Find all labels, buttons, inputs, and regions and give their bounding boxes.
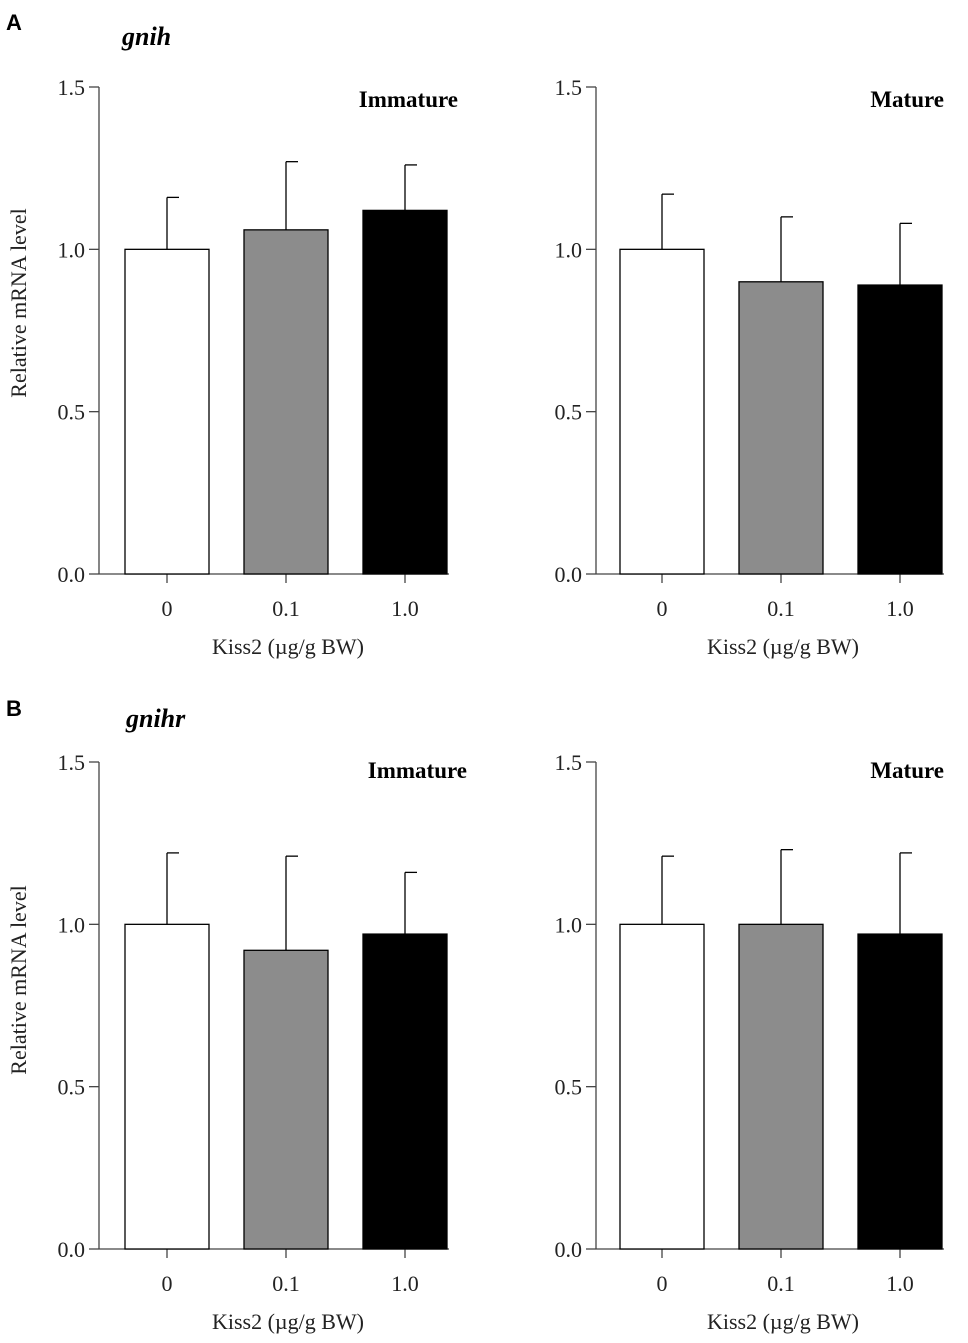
y-tick-label: 1.5 [555, 750, 583, 775]
gene-label-b: gnihr [125, 704, 186, 733]
y-tick-label: 1.0 [555, 912, 583, 937]
chart-2-immature: 0.0 0.5 1.0 1.5 0 0.1 1.0 Kiss2 (µg/g BW) Immatu… [6, 750, 467, 1334]
bar-1.0 [857, 933, 943, 1250]
chart-3-mature: 0.0 0.5 1.0 1.5 0 0.1 1.0 Kiss2 (µg/g BW) Mature [555, 750, 944, 1334]
x-tick-label: 0.1 [272, 596, 300, 621]
x-tick-label: 0 [162, 1271, 173, 1296]
subplot-title: Mature [870, 87, 944, 112]
panel-letter-a: A [6, 10, 22, 35]
bar-0 [124, 248, 210, 575]
x-tick-label: 0 [657, 596, 668, 621]
bar-0 [619, 923, 705, 1250]
y-tick-label: 0.0 [555, 562, 583, 587]
y-tick-label: 0.0 [555, 1237, 583, 1262]
y-tick-label: 1.5 [58, 750, 86, 775]
bar-0.1 [738, 923, 824, 1250]
y-tick-label: 0.5 [58, 1075, 86, 1100]
y-tick-label: 1.5 [58, 75, 86, 100]
panel-letter-b: B [6, 696, 22, 721]
y-axis-label: Relative mRNA level [6, 208, 31, 397]
bar-1.0 [857, 284, 943, 575]
x-axis-label: Kiss2 (µg/g BW) [707, 634, 859, 659]
x-tick-label: 1.0 [886, 1271, 914, 1296]
bar-0 [124, 923, 210, 1250]
gene-label-a: gnih [121, 22, 171, 51]
y-tick-label: 0.0 [58, 562, 86, 587]
x-tick-label: 1.0 [886, 596, 914, 621]
bar-0.1 [243, 229, 329, 575]
subplot-title: Mature [870, 758, 944, 783]
y-tick-label: 0.0 [58, 1237, 86, 1262]
charts-group: 0.0 0.5 1.0 1.5 0 0.1 1.0 Kiss2 (µg/g BW) Immatu… [6, 75, 944, 1334]
x-axis-label: Kiss2 (µg/g BW) [212, 634, 364, 659]
y-tick-label: 1.5 [555, 75, 583, 100]
bar-0 [619, 248, 705, 575]
bar-0.1 [738, 281, 824, 575]
chart-1-mature: 0.0 0.5 1.0 1.5 0 0.1 1.0 Kiss2 (µg/g BW) Mature [555, 75, 944, 659]
y-tick-label: 1.0 [555, 237, 583, 262]
y-tick-label: 0.5 [58, 400, 86, 425]
x-tick-label: 0.1 [767, 1271, 795, 1296]
subplot-title: Immature [368, 758, 467, 783]
chart-0-immature: 0.0 0.5 1.0 1.5 0 0.1 1.0 Kiss2 (µg/g BW) Immatu… [6, 75, 458, 659]
bar-1.0 [362, 933, 448, 1250]
x-tick-label: 1.0 [391, 596, 419, 621]
x-tick-label: 0.1 [272, 1271, 300, 1296]
y-tick-label: 0.5 [555, 1075, 583, 1100]
x-tick-label: 1.0 [391, 1271, 419, 1296]
bar-1.0 [362, 209, 448, 575]
bar-0.1 [243, 949, 329, 1250]
x-tick-label: 0 [657, 1271, 668, 1296]
y-axis-label: Relative mRNA level [6, 885, 31, 1074]
x-tick-label: 0 [162, 596, 173, 621]
y-tick-label: 0.5 [555, 400, 583, 425]
y-tick-label: 1.0 [58, 912, 86, 937]
x-axis-label: Kiss2 (µg/g BW) [212, 1309, 364, 1334]
subplot-title: Immature [359, 87, 458, 112]
y-tick-label: 1.0 [58, 237, 86, 262]
x-axis-label: Kiss2 (µg/g BW) [707, 1309, 859, 1334]
x-tick-label: 0.1 [767, 596, 795, 621]
